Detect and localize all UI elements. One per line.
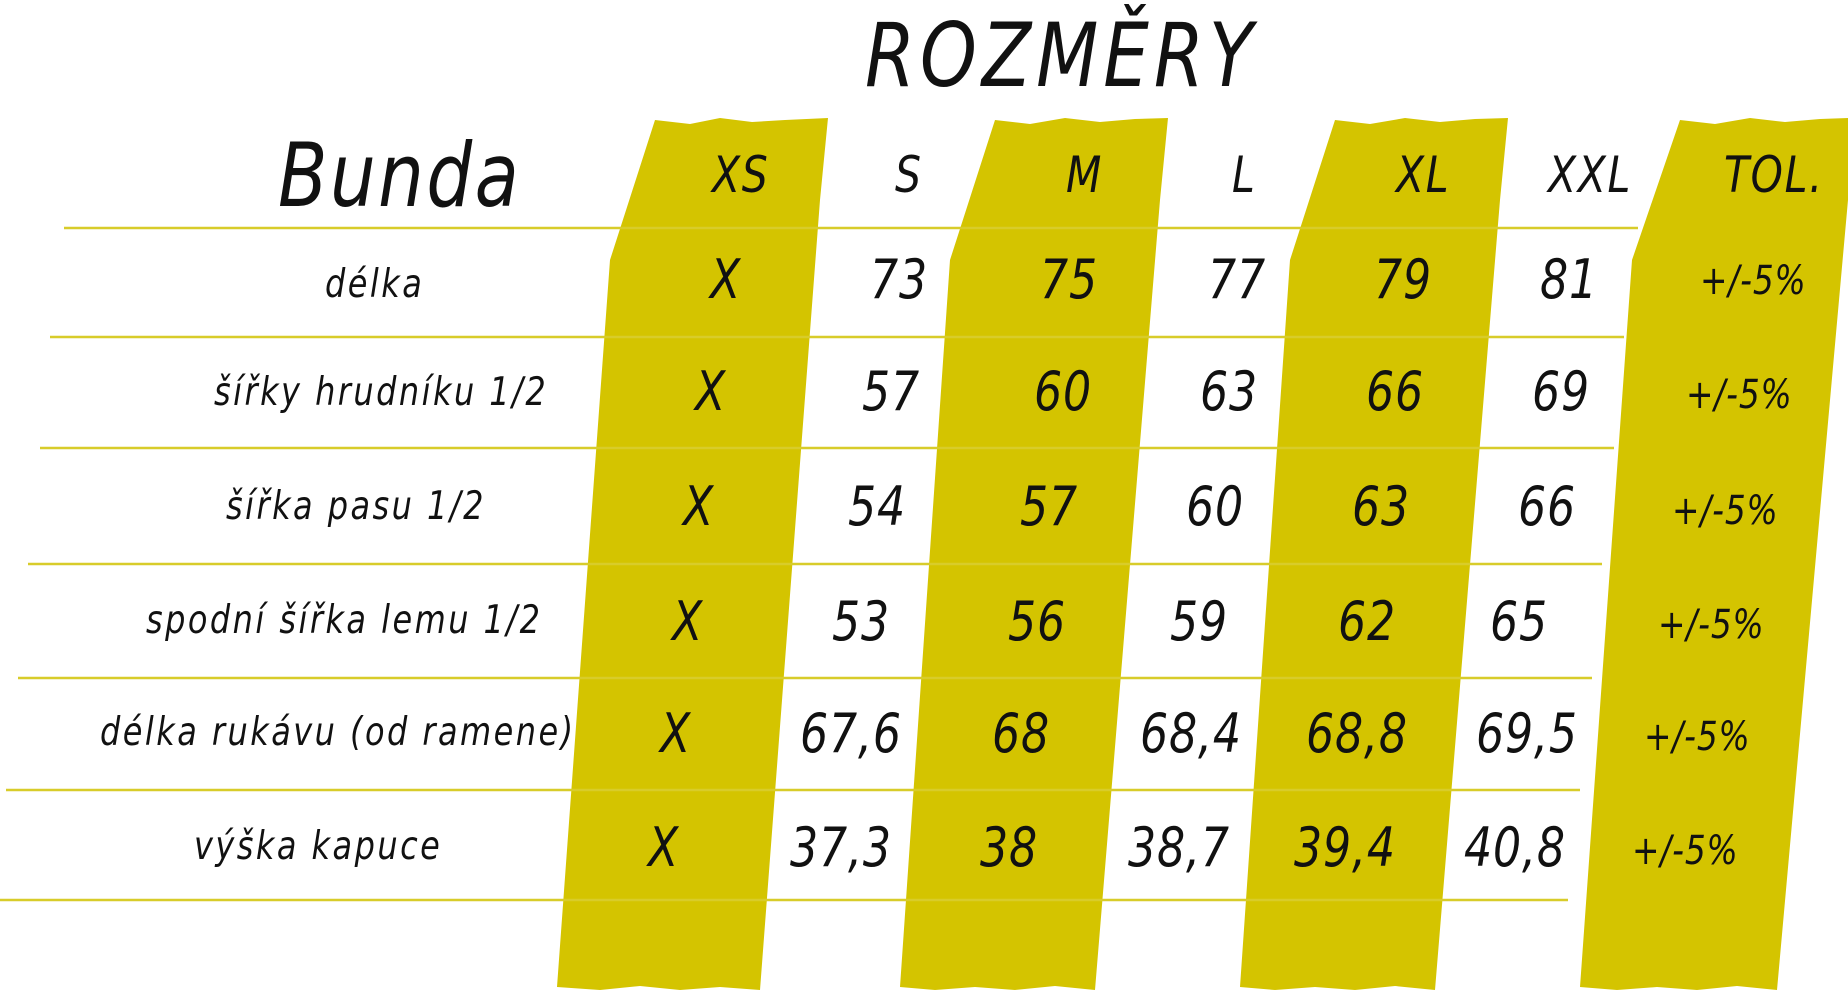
cell-tol: +/-5% [1644,714,1751,760]
cell-s: 37,3 [790,816,892,879]
highlight-band-tol [1580,118,1848,990]
garment-name: Bunda [278,124,522,227]
cell-m: 60 [1034,360,1092,423]
cell-l: 63 [1200,360,1258,423]
cell-s: 67,6 [800,702,902,765]
cell-m: 68 [992,702,1050,765]
cell-xl: 62 [1338,590,1396,653]
cell-xs: X [683,475,715,538]
row-label: výška kapuce [194,824,443,869]
cell-xl: 63 [1352,475,1410,538]
cell-tol: +/-5% [1686,372,1793,418]
cell-l: 59 [1170,590,1228,653]
cell-m: 56 [1008,590,1066,653]
cell-tol: +/-5% [1658,602,1765,648]
cell-xl: 66 [1366,360,1424,423]
size-header-xs: XS [712,146,770,204]
cell-xxl: 40,8 [1464,816,1566,879]
cell-xl: 39,4 [1294,816,1396,879]
page-title: ROZMĚRY [865,4,1258,107]
cell-xl: 68,8 [1306,702,1408,765]
size-header-l: L [1232,146,1257,204]
cell-l: 38,7 [1128,816,1230,879]
cell-xs: X [672,590,704,653]
cell-s: 54 [848,475,906,538]
cell-m: 57 [1020,475,1078,538]
cell-xs: X [710,248,742,311]
cell-l: 60 [1186,475,1244,538]
cell-l: 77 [1208,248,1266,311]
cell-xs: X [660,702,692,765]
cell-xxl: 66 [1518,475,1576,538]
cell-l: 68,4 [1140,702,1242,765]
cell-s: 73 [870,248,928,311]
size-header-xxl: XXL [1548,146,1632,204]
cell-xs: X [695,360,727,423]
cell-s: 53 [832,590,890,653]
cell-m: 38 [980,816,1038,879]
row-label: spodní šířka lemu 1/2 [146,598,543,643]
row-label: šířky hrudníku 1/2 [214,370,549,415]
cell-xxl: 69 [1532,360,1590,423]
cell-s: 57 [862,360,920,423]
size-header-s: S [895,146,923,204]
cell-m: 75 [1040,248,1098,311]
tolerance-header: TOL. [1724,146,1824,204]
cell-xxl: 65 [1490,590,1548,653]
row-label: délka rukávu (od ramene) [100,710,576,755]
row-label: délka [325,262,425,307]
cell-xxl: 69,5 [1476,702,1578,765]
cell-xxl: 81 [1540,248,1598,311]
row-label: šířka pasu 1/2 [226,484,486,529]
cell-xs: X [648,816,680,879]
cell-tol: +/-5% [1672,488,1779,534]
cell-tol: +/-5% [1700,258,1807,304]
cell-xl: 79 [1374,248,1432,311]
size-header-m: M [1066,146,1104,204]
cell-tol: +/-5% [1632,828,1739,874]
size-header-xl: XL [1396,146,1451,204]
